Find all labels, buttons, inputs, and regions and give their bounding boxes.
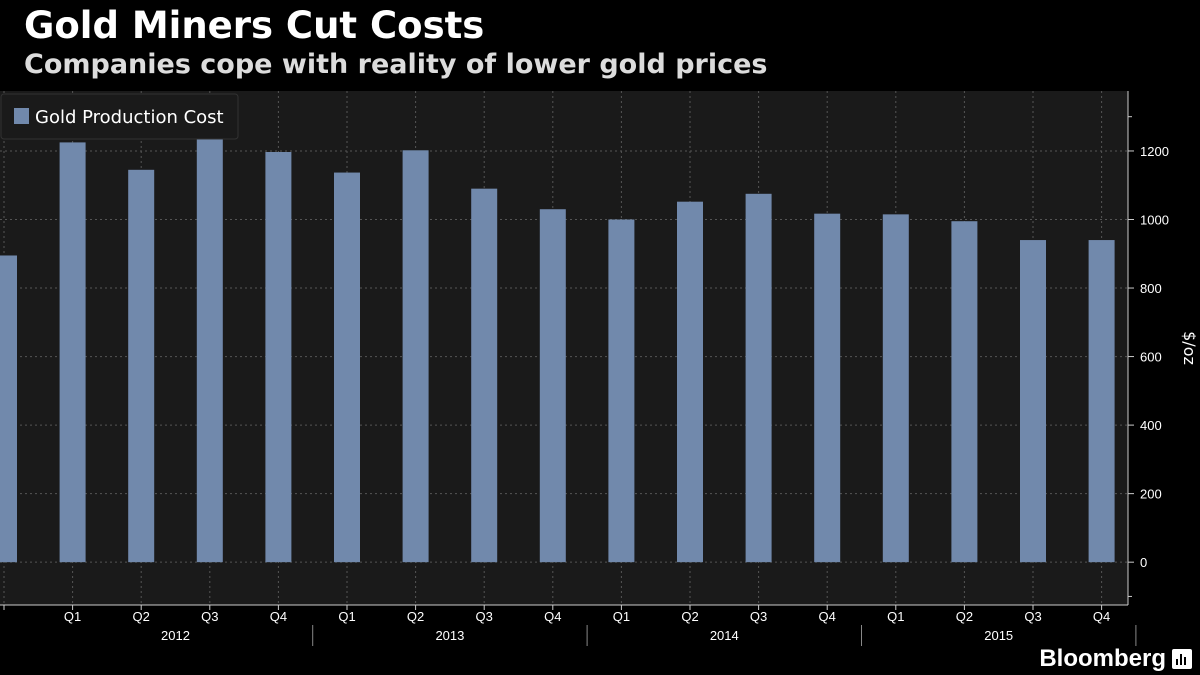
bloomberg-chart-icon (1172, 649, 1192, 669)
x-tick-label: Q1 (613, 609, 630, 624)
bar (59, 142, 86, 563)
bar (1088, 240, 1115, 563)
y-tick-label: 600 (1140, 350, 1162, 365)
bar (882, 214, 909, 563)
y-tick-label: 400 (1140, 418, 1162, 433)
x-tick-label: Q4 (1093, 609, 1110, 624)
x-axis-ticks: Q1 Q2 Q3 Q4 Q1 Q2 Q3 Q4 Q1 Q2 Q3 Q4 Q1 Q2 Q3 Q4 2012 2013… (3, 605, 1137, 646)
bar (334, 172, 360, 563)
bar (265, 151, 292, 563)
x-tick-label: Q1 (887, 609, 904, 624)
legend: Gold Production Cost (0, 93, 239, 140)
x-tick-label: Q2 (681, 609, 698, 624)
x-tick-label: Q2 (956, 609, 973, 624)
brand-name: Bloomberg (1039, 645, 1166, 672)
x-tick-label: Q3 (476, 609, 493, 624)
x-tick-label: Q2 (407, 609, 424, 624)
x-tick-label: Q3 (750, 609, 767, 624)
x-tick-label: Q4 (544, 609, 561, 624)
bar (128, 169, 155, 563)
bar (1020, 240, 1046, 563)
bloomberg-logo: Bloomberg (1039, 645, 1192, 673)
x-tick-label: Q3 (201, 609, 218, 624)
chart-title: Gold Miners Cut Costs (24, 4, 485, 47)
bar (0, 255, 17, 563)
y-axis-ticks: 0 200 400 600 800 1000 1200 (1128, 116, 1169, 597)
x-year-label: 2014 (710, 628, 739, 643)
bar (608, 219, 635, 563)
x-tick-label: Q1 (338, 609, 355, 624)
legend-box (0, 93, 239, 140)
x-year-label: 2013 (435, 628, 464, 643)
x-tick-label: Q2 (133, 609, 150, 624)
x-tick-label: Q4 (819, 609, 836, 624)
y-axis-unit-label: $/oz (1180, 331, 1199, 365)
bar (814, 213, 841, 563)
x-year-label: 2012 (161, 628, 190, 643)
y-tick-label: 800 (1140, 281, 1162, 296)
bar (196, 133, 223, 563)
bar (402, 150, 429, 563)
legend-swatch (14, 108, 29, 124)
y-tick-label: 1000 (1140, 213, 1169, 228)
chart-subtitle: Companies cope with reality of lower gol… (24, 49, 768, 80)
bar (951, 221, 978, 563)
bar (677, 201, 703, 563)
bar (471, 188, 498, 563)
bars (0, 133, 1115, 563)
y-tick-label: 1200 (1140, 144, 1169, 159)
x-tick-label: Q3 (1024, 609, 1041, 624)
legend-label: Gold Production Cost (35, 107, 224, 128)
bar (539, 209, 566, 563)
y-tick-label: 200 (1140, 487, 1162, 502)
x-tick-label: Q4 (270, 609, 287, 624)
x-year-label: 2015 (984, 628, 1013, 643)
x-tick-label: Q1 (64, 609, 81, 624)
y-tick-label: 0 (1140, 555, 1147, 570)
bar (745, 193, 772, 563)
